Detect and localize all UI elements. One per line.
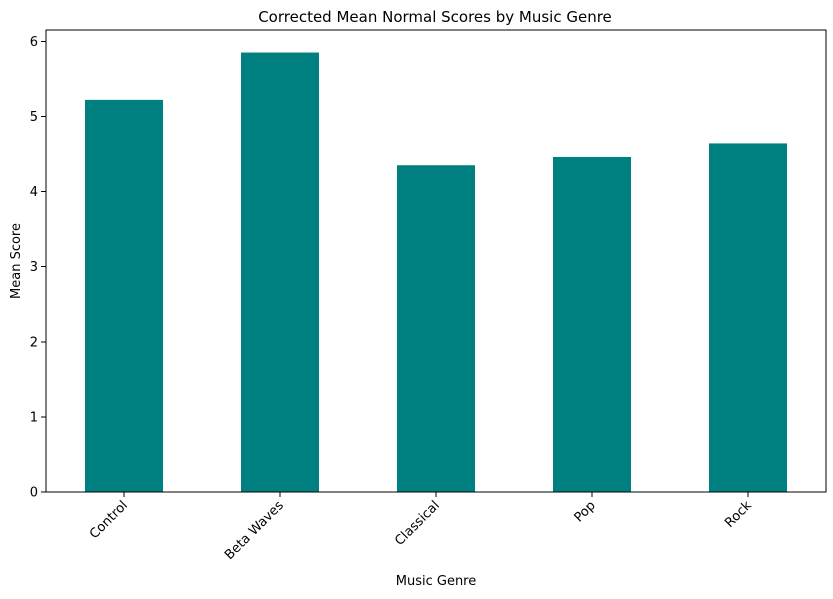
y-tick-label: 6: [30, 35, 38, 50]
y-tick-label: 3: [30, 260, 38, 275]
y-tick-label: 4: [30, 185, 38, 200]
x-tick-label: Pop: [572, 498, 599, 525]
x-tick-label: Control: [87, 498, 131, 542]
x-tick-label: Beta Waves: [222, 498, 287, 563]
y-axis-label: Mean Score: [9, 223, 24, 299]
x-axis-label: Music Genre: [396, 574, 477, 589]
bar-control: [85, 99, 163, 493]
bar-pop: [553, 156, 631, 492]
bar-beta-waves: [241, 52, 319, 492]
chart-title: Corrected Mean Normal Scores by Music Ge…: [258, 8, 612, 26]
bar-classical: [397, 165, 475, 492]
y-tick-label: 2: [30, 335, 38, 350]
x-tick-label: Rock: [722, 498, 755, 531]
bar-rock: [709, 143, 787, 492]
y-tick-label: 0: [30, 486, 38, 501]
bars-group: [85, 52, 787, 493]
y-axis-ticks: 0 1 2 3 4 5 6: [30, 35, 46, 501]
y-tick-label: 1: [30, 410, 38, 425]
x-axis-ticks: Control Beta Waves Classical Pop Rock: [87, 492, 755, 563]
y-tick-label: 5: [30, 110, 38, 125]
x-tick-label: Classical: [392, 498, 443, 549]
